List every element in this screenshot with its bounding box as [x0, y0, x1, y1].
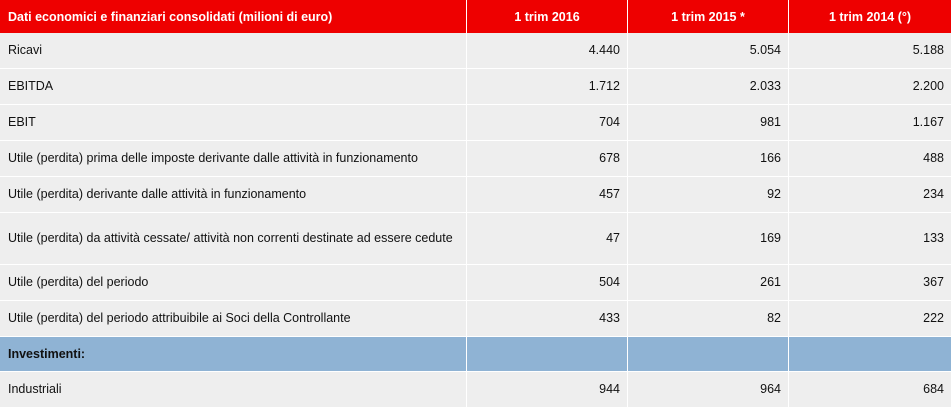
cell-value-2014: 2.200 [789, 69, 951, 105]
section-label: Investimenti: [0, 337, 467, 372]
cell-value-2015: 166 [628, 141, 789, 177]
section-header-row: Investimenti: [0, 337, 951, 372]
cell-value-2014: 5.188 [789, 33, 951, 69]
section-empty-cell [467, 337, 628, 372]
table-header-row: Dati economici e finanziari consolidati … [0, 0, 951, 33]
cell-value-2016: 433 [467, 301, 628, 337]
row-label: Utile (perdita) prima delle imposte deri… [0, 141, 467, 177]
section-empty-cell [628, 337, 789, 372]
cell-value-2014: 684 [789, 372, 951, 408]
cell-value-2016: 457 [467, 177, 628, 213]
cell-value-2014: 488 [789, 141, 951, 177]
cell-value-2016: 1.712 [467, 69, 628, 105]
table-row: Utile (perdita) prima delle imposte deri… [0, 141, 951, 177]
cell-value-2014: 133 [789, 213, 951, 265]
cell-value-2015: 82 [628, 301, 789, 337]
table-row: Industriali 944 964 684 [0, 372, 951, 408]
cell-value-2016: 47 [467, 213, 628, 265]
section-empty-cell [789, 337, 951, 372]
header-table-title: Dati economici e finanziari consolidati … [0, 0, 467, 33]
cell-value-2016: 4.440 [467, 33, 628, 69]
cell-value-2015: 2.033 [628, 69, 789, 105]
cell-value-2014: 1.167 [789, 105, 951, 141]
cell-value-2014: 234 [789, 177, 951, 213]
cell-value-2015: 5.054 [628, 33, 789, 69]
header-period-2016: 1 trim 2016 [467, 0, 628, 33]
row-label: Utile (perdita) da attività cessate/ att… [0, 213, 467, 265]
row-label: Industriali [0, 372, 467, 408]
table-row: Utile (perdita) derivante dalle attività… [0, 177, 951, 213]
cell-value-2015: 964 [628, 372, 789, 408]
row-label: EBITDA [0, 69, 467, 105]
table-row: Utile (perdita) del periodo attribuibile… [0, 301, 951, 337]
table-row: EBIT 704 981 1.167 [0, 105, 951, 141]
cell-value-2015: 169 [628, 213, 789, 265]
cell-value-2016: 704 [467, 105, 628, 141]
header-period-2014: 1 trim 2014 (°) [789, 0, 951, 33]
row-label: Utile (perdita) del periodo attribuibile… [0, 301, 467, 337]
cell-value-2015: 261 [628, 265, 789, 301]
row-label: EBIT [0, 105, 467, 141]
table-row: Ricavi 4.440 5.054 5.188 [0, 33, 951, 69]
cell-value-2014: 222 [789, 301, 951, 337]
cell-value-2016: 504 [467, 265, 628, 301]
table-row: Utile (perdita) del periodo 504 261 367 [0, 265, 951, 301]
cell-value-2014: 367 [789, 265, 951, 301]
table-row: EBITDA 1.712 2.033 2.200 [0, 69, 951, 105]
cell-value-2015: 981 [628, 105, 789, 141]
cell-value-2015: 92 [628, 177, 789, 213]
header-period-2015: 1 trim 2015 * [628, 0, 789, 33]
row-label: Utile (perdita) derivante dalle attività… [0, 177, 467, 213]
table-row: Utile (perdita) da attività cessate/ att… [0, 213, 951, 265]
row-label: Ricavi [0, 33, 467, 69]
cell-value-2016: 678 [467, 141, 628, 177]
row-label: Utile (perdita) del periodo [0, 265, 467, 301]
